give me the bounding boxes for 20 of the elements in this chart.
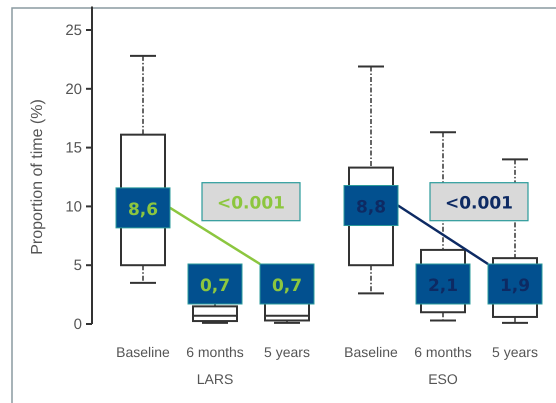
y-tick-label: 5: [74, 257, 82, 274]
text: 0,7: [272, 276, 302, 296]
annotation: <0.001: [216, 194, 286, 214]
x-tick-label: 6 months: [186, 344, 244, 360]
text: 0,7: [200, 276, 230, 296]
x-tick-label: Baseline: [344, 344, 398, 360]
y-tick-label: 25: [65, 22, 82, 39]
annotation: <0.001: [444, 194, 514, 214]
x-tick-label: 5 years: [492, 344, 538, 360]
y-axis-title: Proportion of time (%): [29, 99, 46, 255]
text: LARS: [196, 371, 234, 387]
x-tick-label: 5 years: [264, 344, 310, 360]
text: ESO: [428, 371, 458, 387]
text: 8,6: [128, 200, 158, 220]
y-tick-label: 10: [65, 198, 82, 216]
y-tick-label: 20: [65, 80, 82, 98]
y-tick-label: 0: [74, 316, 82, 333]
y-tick-label: 15: [65, 140, 82, 157]
x-tick-label: 6 months: [414, 344, 472, 360]
x-tick-label: Baseline: [116, 344, 170, 360]
